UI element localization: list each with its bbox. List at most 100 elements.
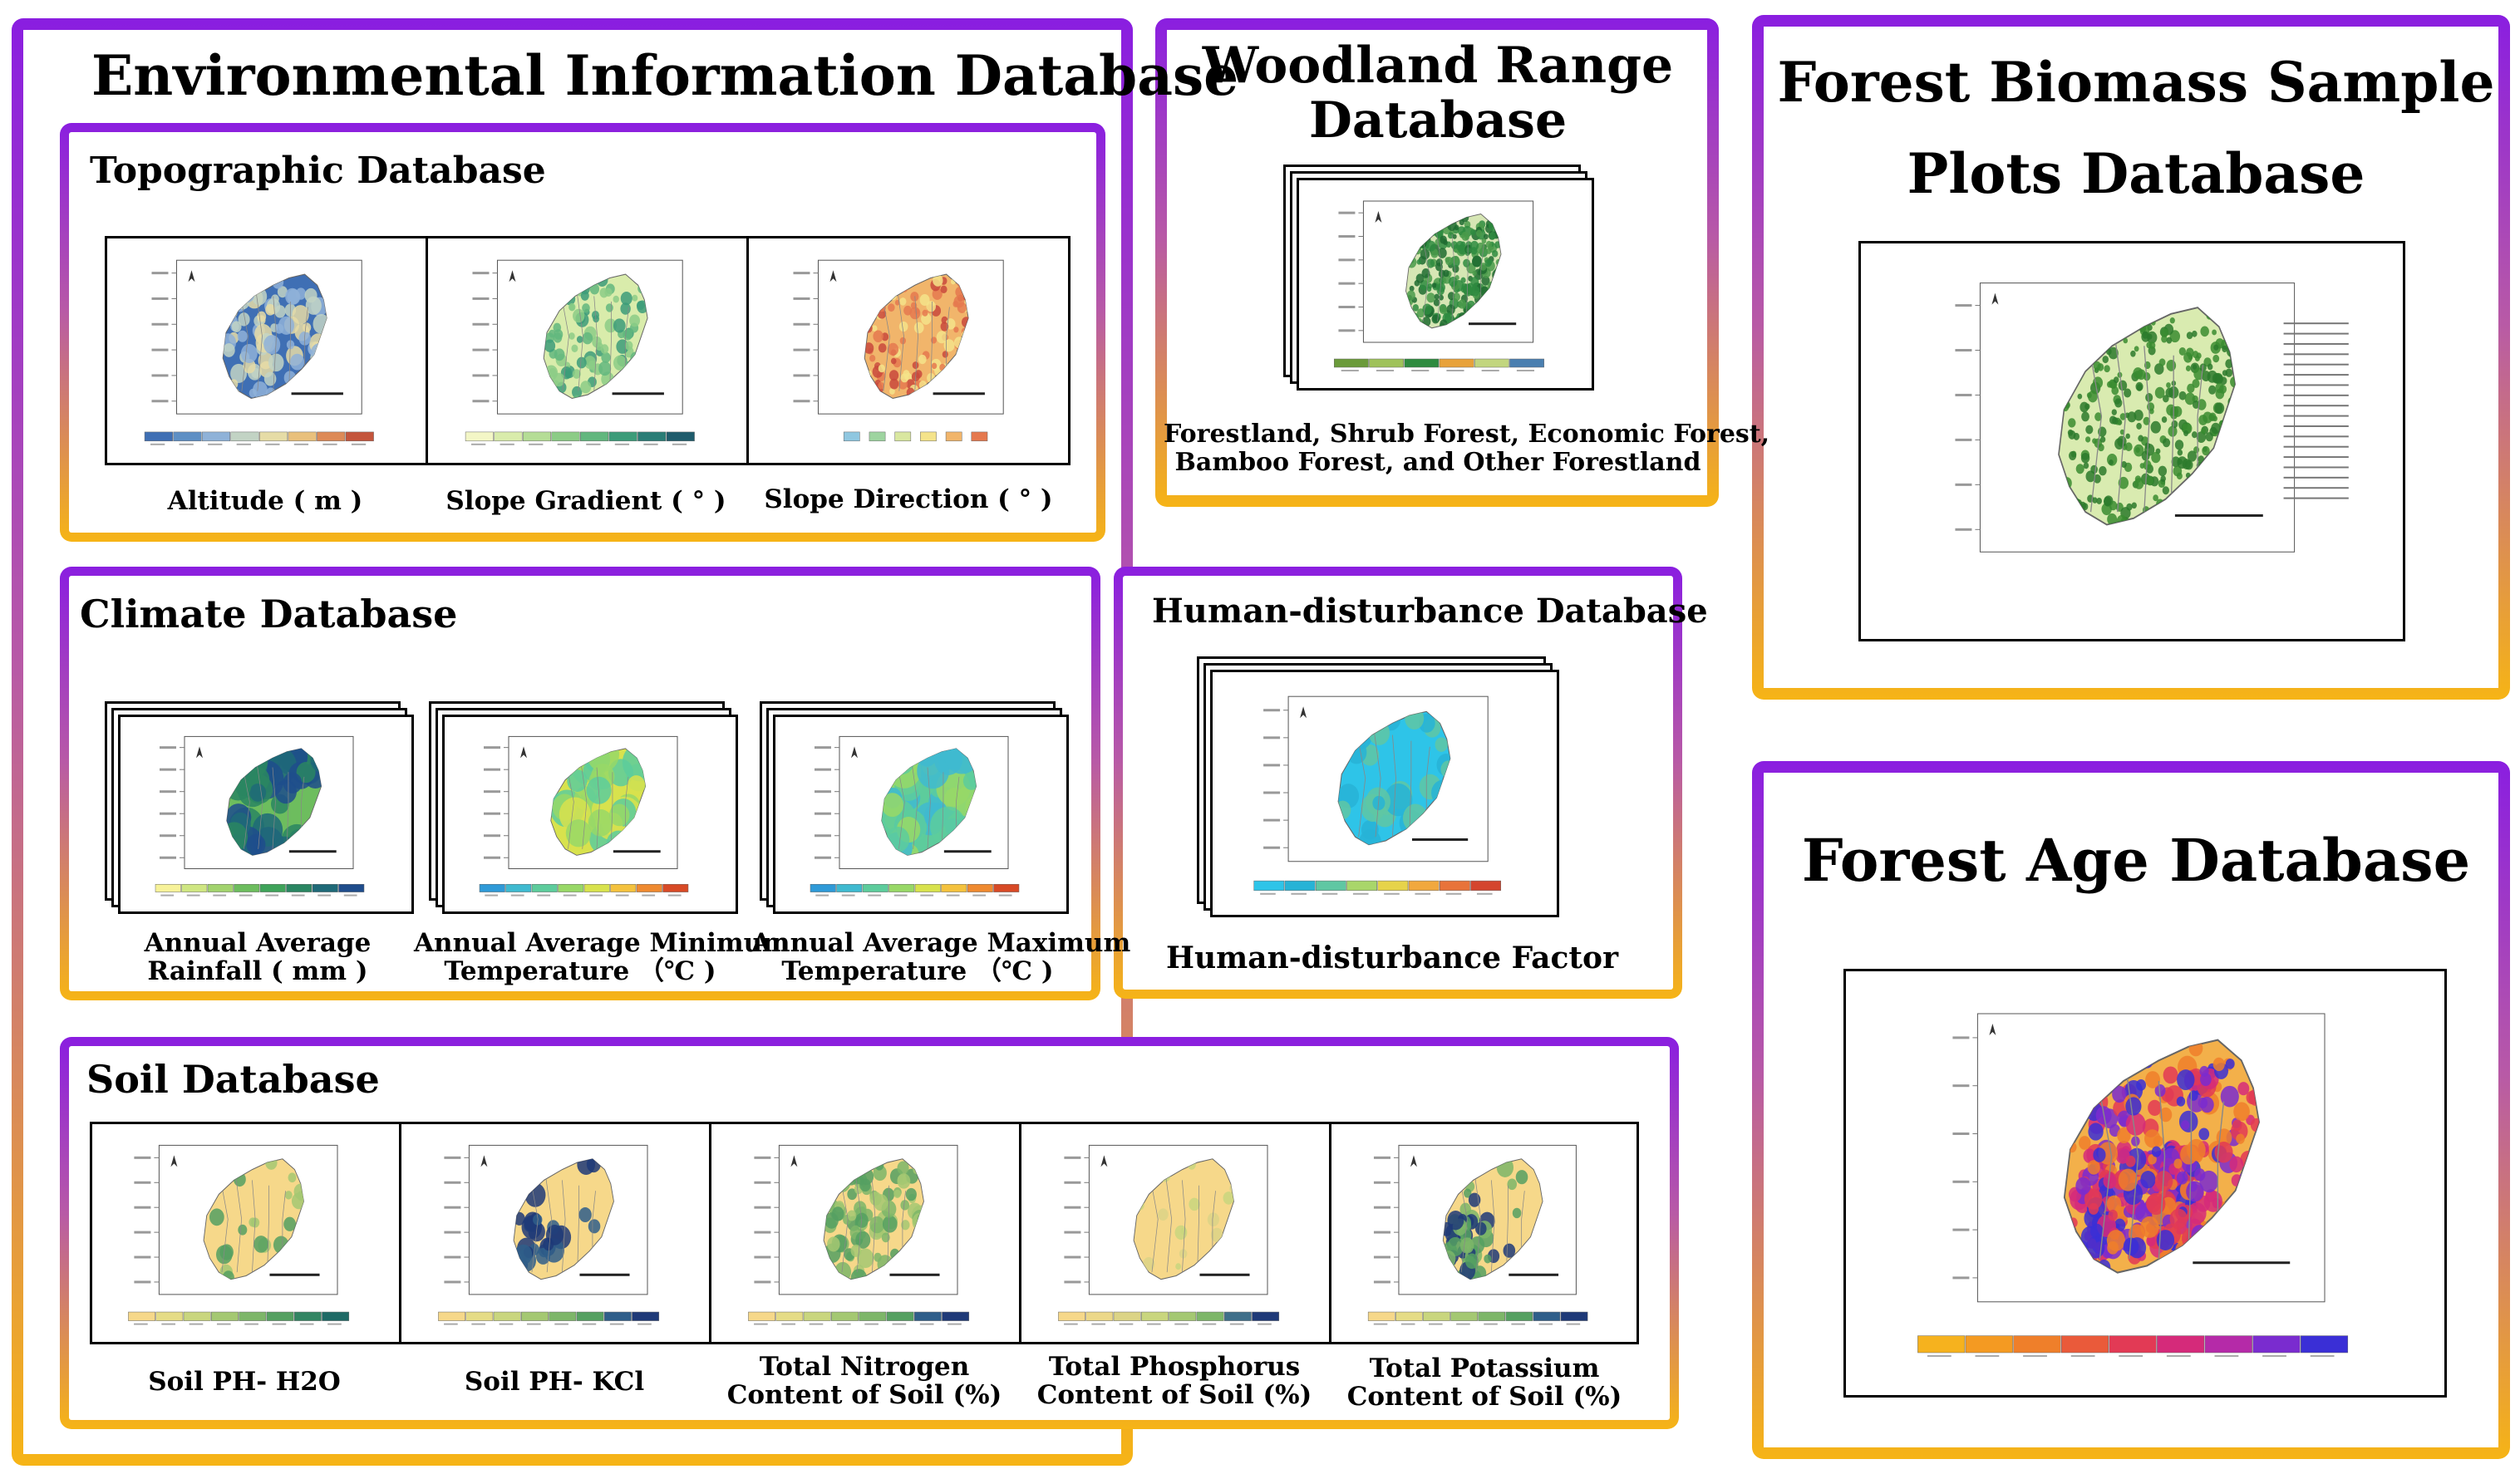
map-patch: [2098, 444, 2104, 452]
map-patch: [2191, 431, 2198, 439]
north-arrow-icon: [790, 1155, 798, 1167]
map-patch: [1143, 1257, 1155, 1271]
map-patch: [2084, 1188, 2103, 1210]
map-patch: [572, 369, 581, 379]
map-patch: [2085, 470, 2096, 483]
map-patch: [2140, 1171, 2156, 1189]
axis-tick-label: [1338, 306, 1356, 308]
axis-tick-label: [1955, 393, 1972, 396]
map-patch: [2146, 1235, 2156, 1247]
legend-swatch: [1223, 1311, 1252, 1321]
map-patch: [953, 295, 965, 308]
map-patch: [926, 301, 936, 312]
legend-swatch: [1439, 358, 1474, 368]
map-patch: [2161, 416, 2168, 423]
north-arrow-icon: [851, 746, 858, 759]
legend-tick-label: [186, 894, 200, 897]
legend-swatch: [869, 431, 886, 442]
map-patch: [2182, 423, 2188, 430]
axis-tick-label: [151, 272, 169, 275]
legend-swatch: [465, 1311, 494, 1321]
legend-tick-label: [1456, 1323, 1470, 1325]
map-patch: [252, 381, 268, 399]
legend-tick-label: [643, 443, 658, 445]
map-patch: [871, 325, 878, 332]
map-patch: [921, 312, 932, 325]
county-boundary: [872, 1180, 876, 1273]
biomass-map-graphic: [1955, 282, 2349, 553]
map-patch: [2220, 1085, 2239, 1108]
legend-tick-label: [160, 894, 175, 897]
county-boundary: [2170, 355, 2174, 513]
legend-tick-label: [299, 1323, 314, 1325]
legend-tick-label: [615, 894, 629, 897]
map-patch: [623, 329, 632, 341]
legend-entry: [2283, 425, 2349, 427]
axis-tick-label: [793, 374, 810, 377]
map-patch: [2192, 379, 2200, 389]
axis-tick-label: [151, 400, 169, 403]
soil-phosphorus-map-graphic: [1058, 1144, 1280, 1325]
map-patch: [888, 303, 895, 312]
axis-tick-label: [160, 834, 176, 838]
map-patch: [2068, 430, 2076, 440]
map-patch: [2200, 326, 2209, 337]
legend-swatch: [888, 883, 915, 892]
legend-swatch: [312, 883, 338, 892]
legend-swatch: [748, 1311, 775, 1321]
map-patch: [847, 1210, 857, 1221]
map-patch: [2183, 430, 2189, 436]
axis-tick-label: [1373, 1206, 1390, 1209]
map-patch: [2138, 435, 2144, 442]
map-patch: [869, 355, 876, 362]
topo-slope-map-graphic: [465, 259, 695, 445]
map-patch: [2145, 393, 2153, 402]
map-patch: [1427, 282, 1433, 289]
axis-tick-label: [151, 348, 169, 351]
map-patch: [565, 819, 592, 848]
map-patch: [1158, 1208, 1169, 1221]
map-patch: [2147, 333, 2153, 340]
legend-swatch: [2060, 1335, 2109, 1354]
map-patch: [2158, 465, 2168, 477]
map-patch: [2151, 1146, 2162, 1157]
axis-tick-label: [484, 856, 500, 859]
topo-label-aspect: Slope Direction ( ° ): [764, 484, 1053, 514]
scale-bar: [933, 392, 985, 396]
climate-min-temp-map: [445, 717, 736, 911]
legend-tick-label: [614, 443, 630, 445]
island-shape: [881, 748, 977, 856]
map-patch: [2178, 1110, 2198, 1132]
map-patch: [2177, 1069, 2195, 1091]
legend-entry: [2283, 445, 2349, 448]
map-patch: [1463, 258, 1470, 268]
legend-swatch: [551, 431, 580, 442]
legend-tick-label: [1446, 370, 1464, 371]
legend-swatch: [2109, 1335, 2157, 1354]
map-patch: [1406, 290, 1415, 301]
legend-tick-label: [470, 443, 486, 445]
map-patch: [2115, 1147, 2130, 1164]
climate-label-rainfall: Annual Average Rainfall ( mm ): [144, 928, 372, 986]
legend-tick-label: [836, 1323, 851, 1325]
map-patch: [1420, 248, 1430, 260]
legend-tick-label: [134, 1323, 148, 1325]
legend-swatch: [1085, 1311, 1114, 1321]
axis-tick-label: [1064, 1231, 1081, 1234]
axis-tick-label: [472, 348, 490, 351]
map-patch: [283, 1216, 296, 1231]
axis-tick-label: [1952, 1228, 1970, 1231]
county-boundary: [1182, 1180, 1186, 1273]
legend-swatch: [338, 883, 365, 892]
map-patch: [1437, 282, 1445, 292]
legend-swatch: [1423, 1311, 1450, 1321]
map-patch: [1464, 234, 1469, 240]
legend-tick-label: [1322, 892, 1338, 895]
scale-bar: [1411, 838, 1469, 841]
legend-tick-label: [2310, 1355, 2335, 1357]
map-patch: [2079, 1136, 2091, 1150]
legend-tick-label: [537, 894, 551, 897]
county-boundary: [272, 767, 276, 849]
axis-tick-label: [484, 812, 500, 815]
axis-tick-label: [472, 374, 490, 377]
